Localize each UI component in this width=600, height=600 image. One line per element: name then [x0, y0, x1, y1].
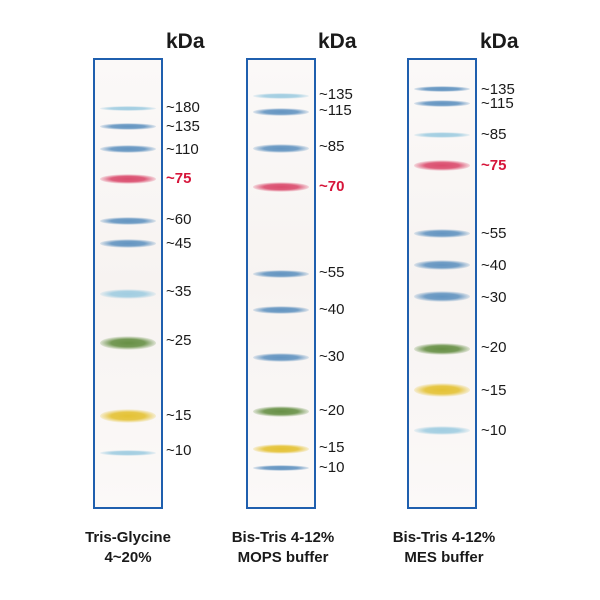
mw-label-lane-1-75: ~75: [166, 170, 192, 187]
mw-label-lane-3-40: ~40: [481, 257, 507, 274]
band-lane-2-85: [253, 144, 309, 153]
band-lane-1-25: [100, 336, 156, 350]
caption-lane-2-line-1: Bis-Tris 4-12%: [231, 529, 335, 546]
caption-lane-3: Bis-Tris 4-12% MES buffer: [364, 528, 524, 568]
mw-label-lane-1-110: ~110: [166, 141, 199, 158]
band-lane-1-15: [100, 409, 156, 423]
mw-label-lane-3-15: ~15: [481, 382, 507, 399]
caption-lane-3-line-2: MES buffer: [404, 549, 484, 566]
band-lane-2-20: [253, 406, 309, 417]
mw-label-lane-3-55: ~55: [481, 225, 507, 242]
mw-label-lane-1-180: ~180: [166, 99, 200, 116]
caption-lane-2-line-2: MOPS buffer: [237, 549, 329, 566]
mw-label-lane-2-40: ~40: [319, 301, 345, 318]
mw-label-lane-2-30: ~30: [319, 348, 345, 365]
mw-label-lane-1-60: ~60: [166, 211, 192, 228]
mw-label-lane-3-115: ~115: [481, 95, 514, 112]
caption-lane-2: Bis-Tris 4-12% MOPS buffer: [203, 528, 363, 568]
mw-label-lane-1-10: ~10: [166, 442, 192, 459]
band-lane-3-30: [414, 291, 470, 302]
mw-label-lane-3-10: ~10: [481, 422, 507, 439]
band-lane-1-10: [100, 450, 156, 456]
mw-label-lane-1-15: ~15: [166, 407, 192, 424]
kda-header-lane-3: kDa: [480, 30, 519, 53]
band-lane-1-75: [100, 174, 156, 184]
band-lane-1-45: [100, 239, 156, 248]
gel-lane-2: [246, 58, 316, 509]
mw-label-lane-1-45: ~45: [166, 235, 192, 252]
kda-header-lane-2: kDa: [318, 30, 357, 53]
mw-label-lane-2-85: ~85: [319, 138, 345, 155]
mw-label-lane-3-85: ~85: [481, 126, 507, 143]
caption-lane-3-line-1: Bis-Tris 4-12%: [392, 529, 496, 546]
band-lane-1-110: [100, 145, 156, 153]
mw-label-lane-1-35: ~35: [166, 283, 192, 300]
mw-label-lane-1-135: ~135: [166, 118, 200, 135]
band-lane-3-20: [414, 343, 470, 355]
band-lane-3-10: [414, 426, 470, 435]
mw-label-lane-2-15: ~15: [319, 439, 345, 456]
kda-header-lane-1: kDa: [166, 30, 205, 53]
band-lane-2-30: [253, 353, 309, 362]
band-lane-2-115: [253, 108, 309, 116]
band-lane-3-135: [414, 86, 470, 92]
band-lane-3-40: [414, 260, 470, 270]
mw-label-lane-2-10: ~10: [319, 459, 345, 476]
band-lane-1-35: [100, 289, 156, 299]
band-lane-1-180: [100, 106, 156, 111]
caption-lane-1-line-2: 4~20%: [104, 549, 152, 566]
band-lane-1-135: [100, 123, 156, 130]
mw-label-lane-1-25: ~25: [166, 332, 192, 349]
caption-lane-1: Tris-Glycine 4~20%: [48, 528, 208, 568]
band-lane-3-75: [414, 160, 470, 171]
caption-lane-1-line-1: Tris-Glycine: [85, 529, 171, 546]
mw-label-lane-2-20: ~20: [319, 402, 345, 419]
mw-label-lane-2-115: ~115: [319, 102, 352, 119]
mw-label-lane-3-20: ~20: [481, 339, 507, 356]
band-lane-2-55: [253, 270, 309, 278]
gel-lane-1: [93, 58, 163, 509]
band-lane-2-70: [253, 182, 309, 192]
mw-label-lane-2-55: ~55: [319, 264, 345, 281]
band-lane-3-85: [414, 132, 470, 138]
mw-label-lane-3-135: ~135: [481, 81, 515, 98]
band-lane-2-135: [253, 93, 309, 99]
mw-label-lane-2-135: ~135: [319, 86, 353, 103]
gel-lane-3: [407, 58, 477, 509]
mw-label-lane-2-70: ~70: [319, 178, 345, 195]
band-lane-2-40: [253, 306, 309, 314]
band-lane-3-15: [414, 383, 470, 397]
band-lane-3-55: [414, 229, 470, 238]
band-lane-2-10: [253, 465, 309, 471]
band-lane-2-15: [253, 444, 309, 454]
band-lane-3-115: [414, 100, 470, 107]
band-lane-1-60: [100, 217, 156, 225]
mw-label-lane-3-30: ~30: [481, 289, 507, 306]
mw-label-lane-3-75: ~75: [481, 157, 507, 174]
